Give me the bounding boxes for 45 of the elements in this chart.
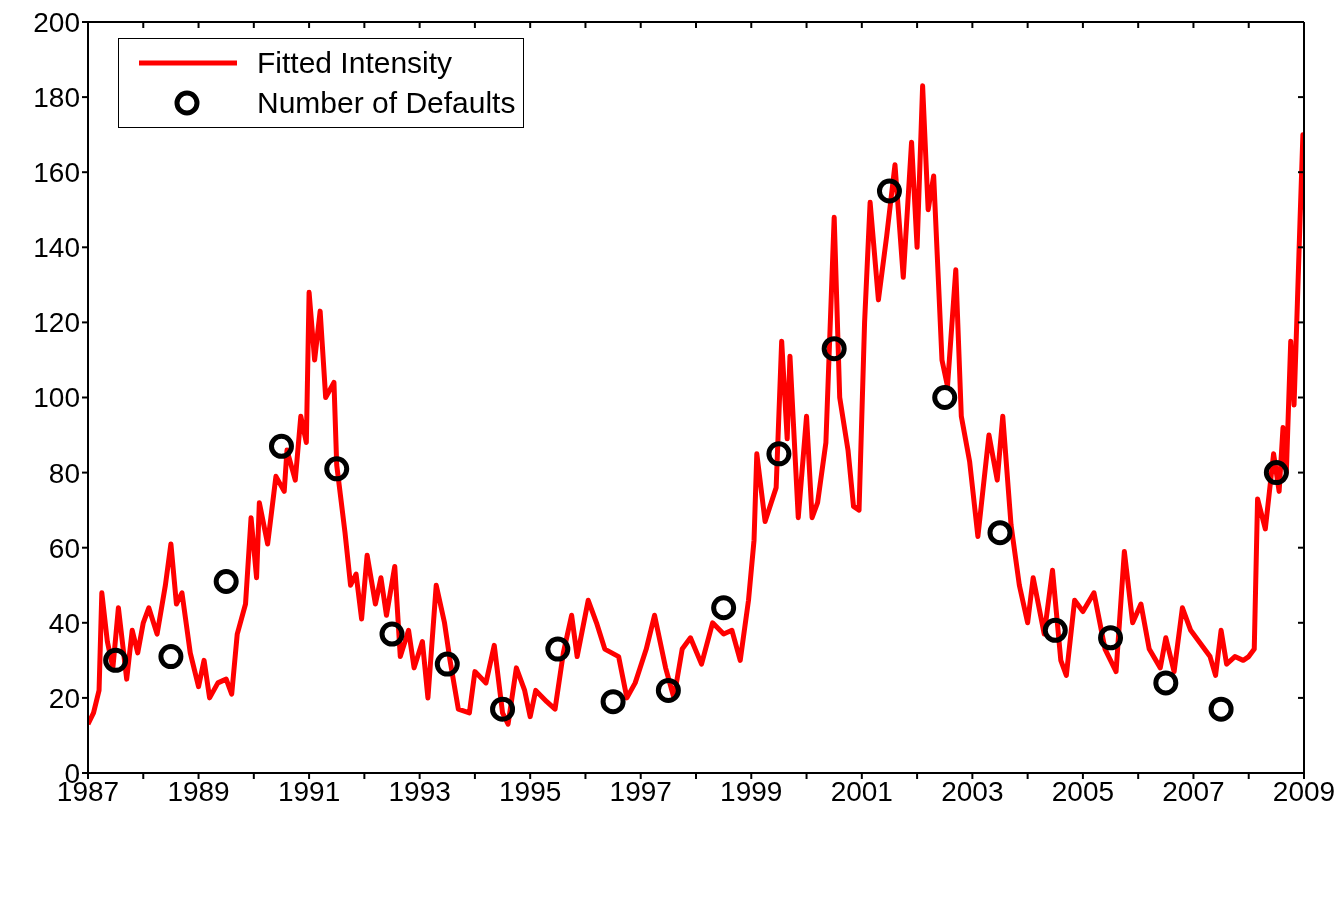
x-tick-label: 1989 [167,775,230,807]
x-tick-label: 1999 [720,775,783,807]
point [213,569,239,594]
y-tick-label: 100 [33,382,80,414]
point [1208,696,1234,722]
x-tick-label: 1993 [388,775,451,807]
point [1263,460,1289,486]
point [1042,617,1068,643]
point [268,433,294,459]
x-tick-label: 2003 [941,775,1004,807]
point [711,595,737,621]
point [655,677,681,703]
y-tick-label: 60 [48,532,80,564]
point [434,651,460,677]
x-tick-label: 2009 [1272,775,1336,807]
point [324,456,350,482]
point [158,644,184,670]
point [545,636,571,662]
x-tick-label: 2005 [1051,775,1115,807]
y-tick-label: 120 [33,307,80,339]
point [932,385,958,410]
x-tick-label: 1995 [499,775,562,807]
point [103,647,129,673]
legend-label: Number of Defaults [257,86,516,120]
point [600,689,626,715]
x-tick-label: 1997 [609,775,672,807]
y-tick-label: 160 [33,157,80,189]
y-tick-label: 20 [48,682,80,714]
y-tick-label: 180 [33,82,80,114]
x-tick-label: 1991 [277,775,341,807]
y-tick-label: 40 [48,607,80,639]
legend-label: Fitted Intensity [257,46,453,80]
point [987,520,1013,546]
y-tick-label: 80 [48,457,80,489]
y-tick-label: 140 [33,232,80,264]
point [490,696,516,722]
x-tick-label: 2007 [1162,775,1225,807]
point [379,621,405,647]
point [766,441,792,467]
y-tick-label: 200 [33,6,80,38]
point [1153,670,1179,696]
point [821,336,847,362]
point [876,178,902,204]
point [1098,625,1124,651]
x-tick-label: 2001 [830,775,893,807]
